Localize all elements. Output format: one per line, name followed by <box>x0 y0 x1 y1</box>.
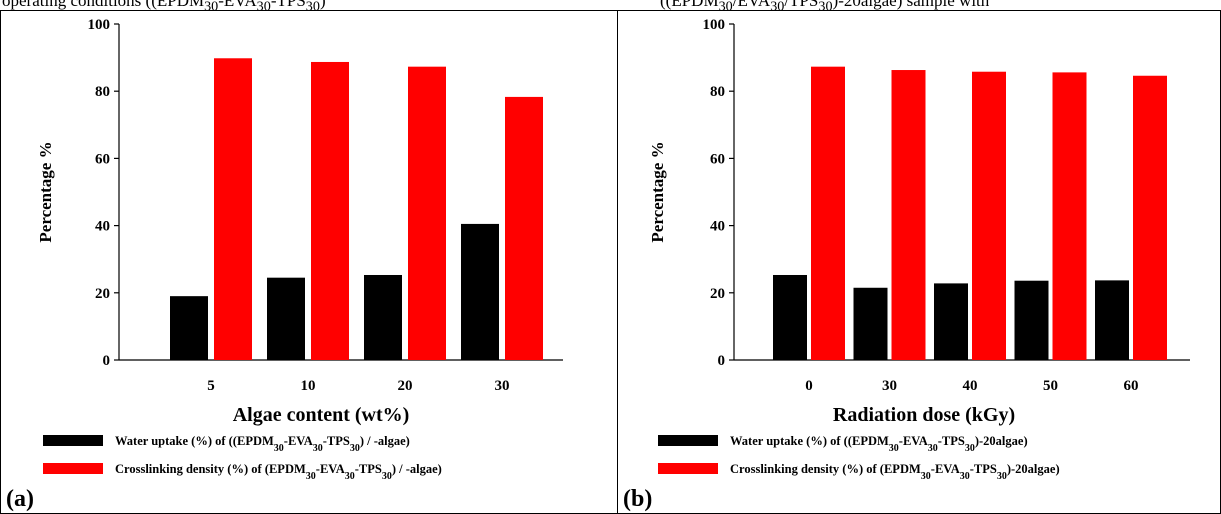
panel-label-b: (b) <box>623 486 653 512</box>
x-tick-label: 10 <box>301 378 316 394</box>
x-tick-label: 50 <box>1043 378 1058 394</box>
legend-swatch <box>658 463 718 474</box>
legend-entry: Water uptake (%) of ((EPDM30-EVA30-TPS30… <box>730 434 1028 454</box>
crosslinking-density-bar <box>214 58 252 360</box>
crosslinking-density-bar <box>972 71 1006 360</box>
x-tick-label: 0 <box>805 378 813 394</box>
crosslinking-density-bar <box>891 70 926 361</box>
y-tick-label: 0 <box>103 353 111 369</box>
water-uptake-bar <box>773 274 807 360</box>
y-tick-label: 100 <box>703 17 726 33</box>
chart-b: 0 20 40 60 80 100 Percentage % 0 30 40 50 60 Radiati… <box>648 17 1190 482</box>
y-axis-label: Percentage % <box>648 141 667 242</box>
crosslinking-density-bar <box>1052 72 1087 360</box>
y-tick-label: 80 <box>710 84 725 100</box>
y-tick-label: 40 <box>710 219 725 235</box>
water-uptake-bar <box>853 287 888 360</box>
x-tick-label: 5 <box>207 378 215 394</box>
y-tick-label: 60 <box>710 151 725 167</box>
y-tick-label: 80 <box>95 84 110 100</box>
legend-swatch <box>43 435 103 446</box>
chart-panel-a: 0 20 40 60 80 100 Percentage % 5 10 20 30 Algae con… <box>0 10 618 514</box>
x-tick-label: 30 <box>495 378 510 394</box>
y-tick-label: 20 <box>95 286 110 302</box>
water-uptake-bar <box>1095 280 1129 360</box>
x-tick-label: 60 <box>1124 378 1139 394</box>
y-tick-label: 0 <box>718 353 726 369</box>
water-uptake-bar <box>170 296 208 360</box>
chart-a: 0 20 40 60 80 100 Percentage % 5 10 20 30 Algae con… <box>36 17 563 482</box>
water-uptake-bar <box>267 277 305 360</box>
y-tick-label: 60 <box>95 151 110 167</box>
crosslinking-density-bar <box>408 66 446 360</box>
crosslinking-density-bar <box>505 96 543 361</box>
legend-entry: Crosslinking density (%) of (EPDM30-EVA3… <box>730 462 1060 482</box>
x-tick-label: 20 <box>398 378 413 394</box>
legend-entry: Water uptake (%) of ((EPDM30-EVA30-TPS30… <box>115 434 410 454</box>
crosslinking-density-bar <box>811 66 845 360</box>
crosslinking-density-bar <box>311 61 349 361</box>
y-axis-label: Percentage % <box>36 141 55 242</box>
x-tick-label: 40 <box>963 378 978 394</box>
x-axis-label: Algae content (wt%) <box>233 404 410 426</box>
water-uptake-bar <box>1014 280 1049 360</box>
legend-swatch <box>43 463 103 474</box>
x-tick-label: 30 <box>882 378 897 394</box>
y-tick-label: 40 <box>95 219 110 235</box>
y-tick-label: 100 <box>88 17 111 33</box>
chart-panel-b: 0 20 40 60 80 100 Percentage % 0 30 40 50 60 Radiati… <box>617 10 1221 514</box>
panel-label-a: (a) <box>6 486 34 512</box>
water-uptake-bar <box>461 223 499 360</box>
water-uptake-bar <box>934 283 968 360</box>
y-tick-label: 20 <box>710 286 725 302</box>
crosslinking-density-bar <box>1133 75 1167 360</box>
legend-entry: Crosslinking density (%) of (EPDM30-EVA3… <box>115 462 442 482</box>
x-axis-label: Radiation dose (kGy) <box>833 404 1015 426</box>
water-uptake-bar <box>364 274 402 360</box>
legend-swatch <box>658 435 718 446</box>
